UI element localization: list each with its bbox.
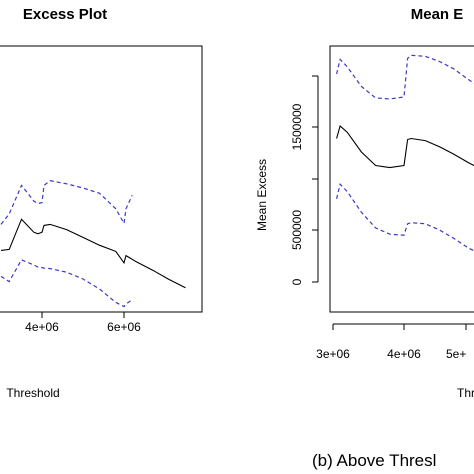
right-x-tick-label: 4e+06 xyxy=(387,347,421,361)
right-plot-frame xyxy=(329,45,474,313)
right-series-estimate-line xyxy=(336,125,474,169)
right-x-axis-label: Threshol xyxy=(457,386,474,400)
left-series-estimate-line xyxy=(0,218,186,289)
left-chart-title: Excess Plot xyxy=(23,6,107,23)
left-panel: Excess Plot 4e+06 6e+06 Threshold xyxy=(0,6,203,400)
left-x-tick-label: 4e+06 xyxy=(25,320,59,334)
right-chart-title: Mean E xyxy=(411,6,464,23)
figure-caption: (b) Above Thresl xyxy=(312,451,436,470)
right-x-tick-label: 5e+ xyxy=(446,347,466,361)
left-plot-area xyxy=(0,180,186,308)
right-series-lower-line xyxy=(336,183,474,252)
right-x-tick-label: 3e+06 xyxy=(316,347,350,361)
right-panel: Mean E 0 500000 1500000 Mean Excess 3e+0… xyxy=(255,6,474,400)
left-x-axis-label: Threshold xyxy=(6,386,59,400)
right-y-axis-label: Mean Excess xyxy=(255,159,269,231)
right-plot-area xyxy=(336,54,474,252)
right-y-tick-label: 500000 xyxy=(290,210,304,250)
left-plot-frame xyxy=(0,45,203,313)
right-y-tick-label: 0 xyxy=(290,278,304,285)
left-series-upper-line xyxy=(0,180,133,226)
right-y-tick-label: 1500000 xyxy=(290,103,304,150)
left-series-lower-line xyxy=(0,259,133,308)
right-series-upper-line xyxy=(336,54,474,100)
left-x-tick-label: 6e+06 xyxy=(107,320,141,334)
